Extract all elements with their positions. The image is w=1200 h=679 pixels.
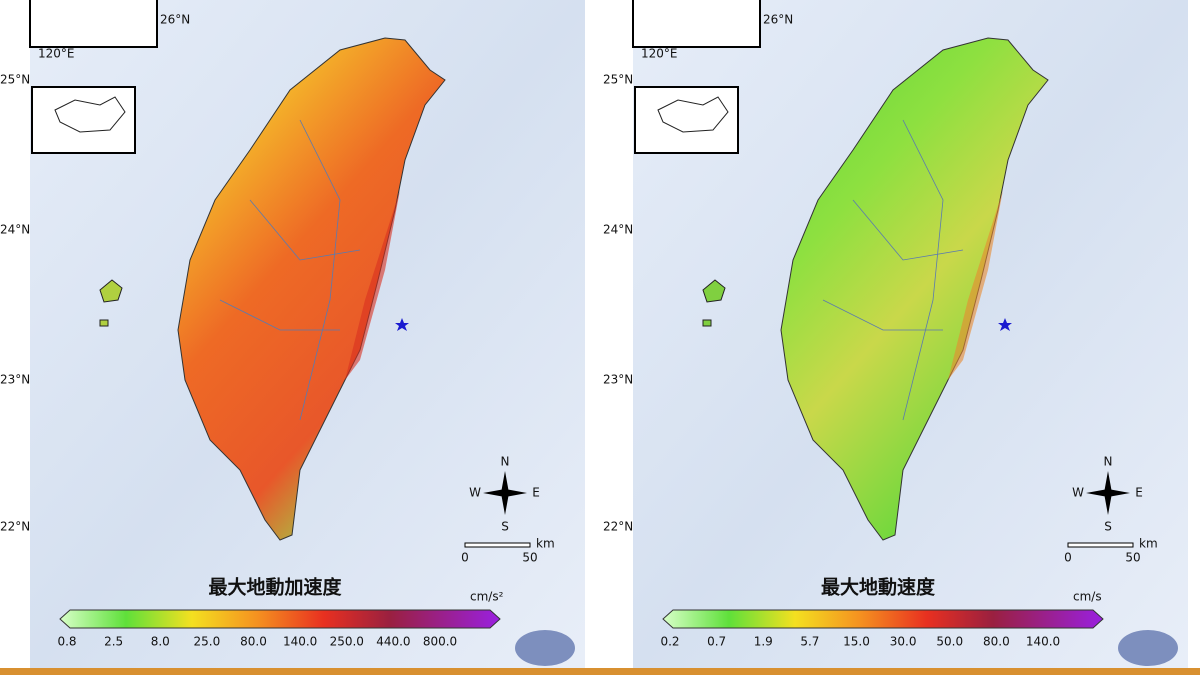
kinmen-shape: [54, 96, 126, 133]
compass-label: S: [1104, 520, 1112, 534]
colorbar: [662, 609, 1104, 629]
taiwan-island: [177, 37, 446, 541]
scale-label: 0: [1064, 551, 1072, 565]
agency-logo: [515, 630, 575, 666]
inset-lon-label: 120°E: [38, 47, 75, 61]
legend-unit: cm/s²: [470, 590, 504, 604]
lat-label: 22°N: [603, 520, 633, 534]
penghu-islands: [702, 279, 726, 327]
colorbar-label: 0.7: [707, 635, 726, 649]
colorbar-label: 15.0: [843, 635, 870, 649]
colorbar-label: 140.0: [1026, 635, 1060, 649]
river-lines: [219, 119, 361, 421]
inset-box: [632, 0, 761, 48]
colorbar-label: 140.0: [283, 635, 317, 649]
scale-label: 0: [461, 551, 469, 565]
lat-label: 23°N: [0, 373, 30, 387]
colorbar-label: 50.0: [936, 635, 963, 649]
kinmen-shape: [657, 96, 729, 133]
inset-lat-label: 26°N: [160, 13, 190, 27]
compass-label: W: [1072, 486, 1084, 500]
lat-label: 24°N: [0, 223, 30, 237]
legend-unit: cm/s: [1073, 590, 1102, 604]
eastern-band: [345, 190, 400, 380]
scale-label: 50: [1125, 551, 1140, 565]
colorbar-label: 0.8: [57, 635, 76, 649]
compass-label: E: [1135, 486, 1143, 500]
colorbar-label: 1.9: [754, 635, 773, 649]
colorbar-label: 440.0: [376, 635, 410, 649]
river-lines: [822, 119, 964, 421]
colorbar: [59, 609, 501, 629]
colorbar-label: 0.2: [660, 635, 679, 649]
star: [395, 318, 409, 331]
lat-label: 24°N: [603, 223, 633, 237]
scale-bar: [1067, 542, 1134, 548]
colorbar-label: 80.0: [240, 635, 267, 649]
colorbar-label: 80.0: [983, 635, 1010, 649]
compass-label: N: [501, 455, 510, 469]
colorbar-label: 8.0: [151, 635, 170, 649]
inset-box: [29, 0, 158, 48]
legend-title: 最大地動速度: [821, 576, 936, 599]
legend-title: 最大地動加速度: [208, 576, 342, 599]
eastern-band: [948, 190, 1003, 380]
scale-label: km: [1139, 537, 1158, 551]
colorbar-label: 25.0: [194, 635, 221, 649]
lat-label: 25°N: [0, 73, 30, 87]
scale-label: 50: [522, 551, 537, 565]
scale-bar: [464, 542, 531, 548]
compass-rose: [1086, 471, 1130, 515]
colorbar-label: 800.0: [423, 635, 457, 649]
taiwan-island: [780, 37, 1049, 541]
lat-label: 22°N: [0, 520, 30, 534]
colorbar-label: 30.0: [890, 635, 917, 649]
compass-label: S: [501, 520, 509, 534]
lat-label: 25°N: [603, 73, 633, 87]
compass-label: W: [469, 486, 481, 500]
colorbar-label: 250.0: [330, 635, 364, 649]
colorbar-label: 5.7: [800, 635, 819, 649]
agency-logo: [1118, 630, 1178, 666]
penghu-islands: [99, 279, 123, 327]
lat-label: 23°N: [603, 373, 633, 387]
scale-label: km: [536, 537, 555, 551]
star: [998, 318, 1012, 331]
compass-rose: [483, 471, 527, 515]
compass-label: N: [1104, 455, 1113, 469]
compass-label: E: [532, 486, 540, 500]
inset-lat-label: 26°N: [763, 13, 793, 27]
colorbar-label: 2.5: [104, 635, 123, 649]
bottom-strip: [0, 668, 1200, 675]
inset-lon-label: 120°E: [641, 47, 678, 61]
